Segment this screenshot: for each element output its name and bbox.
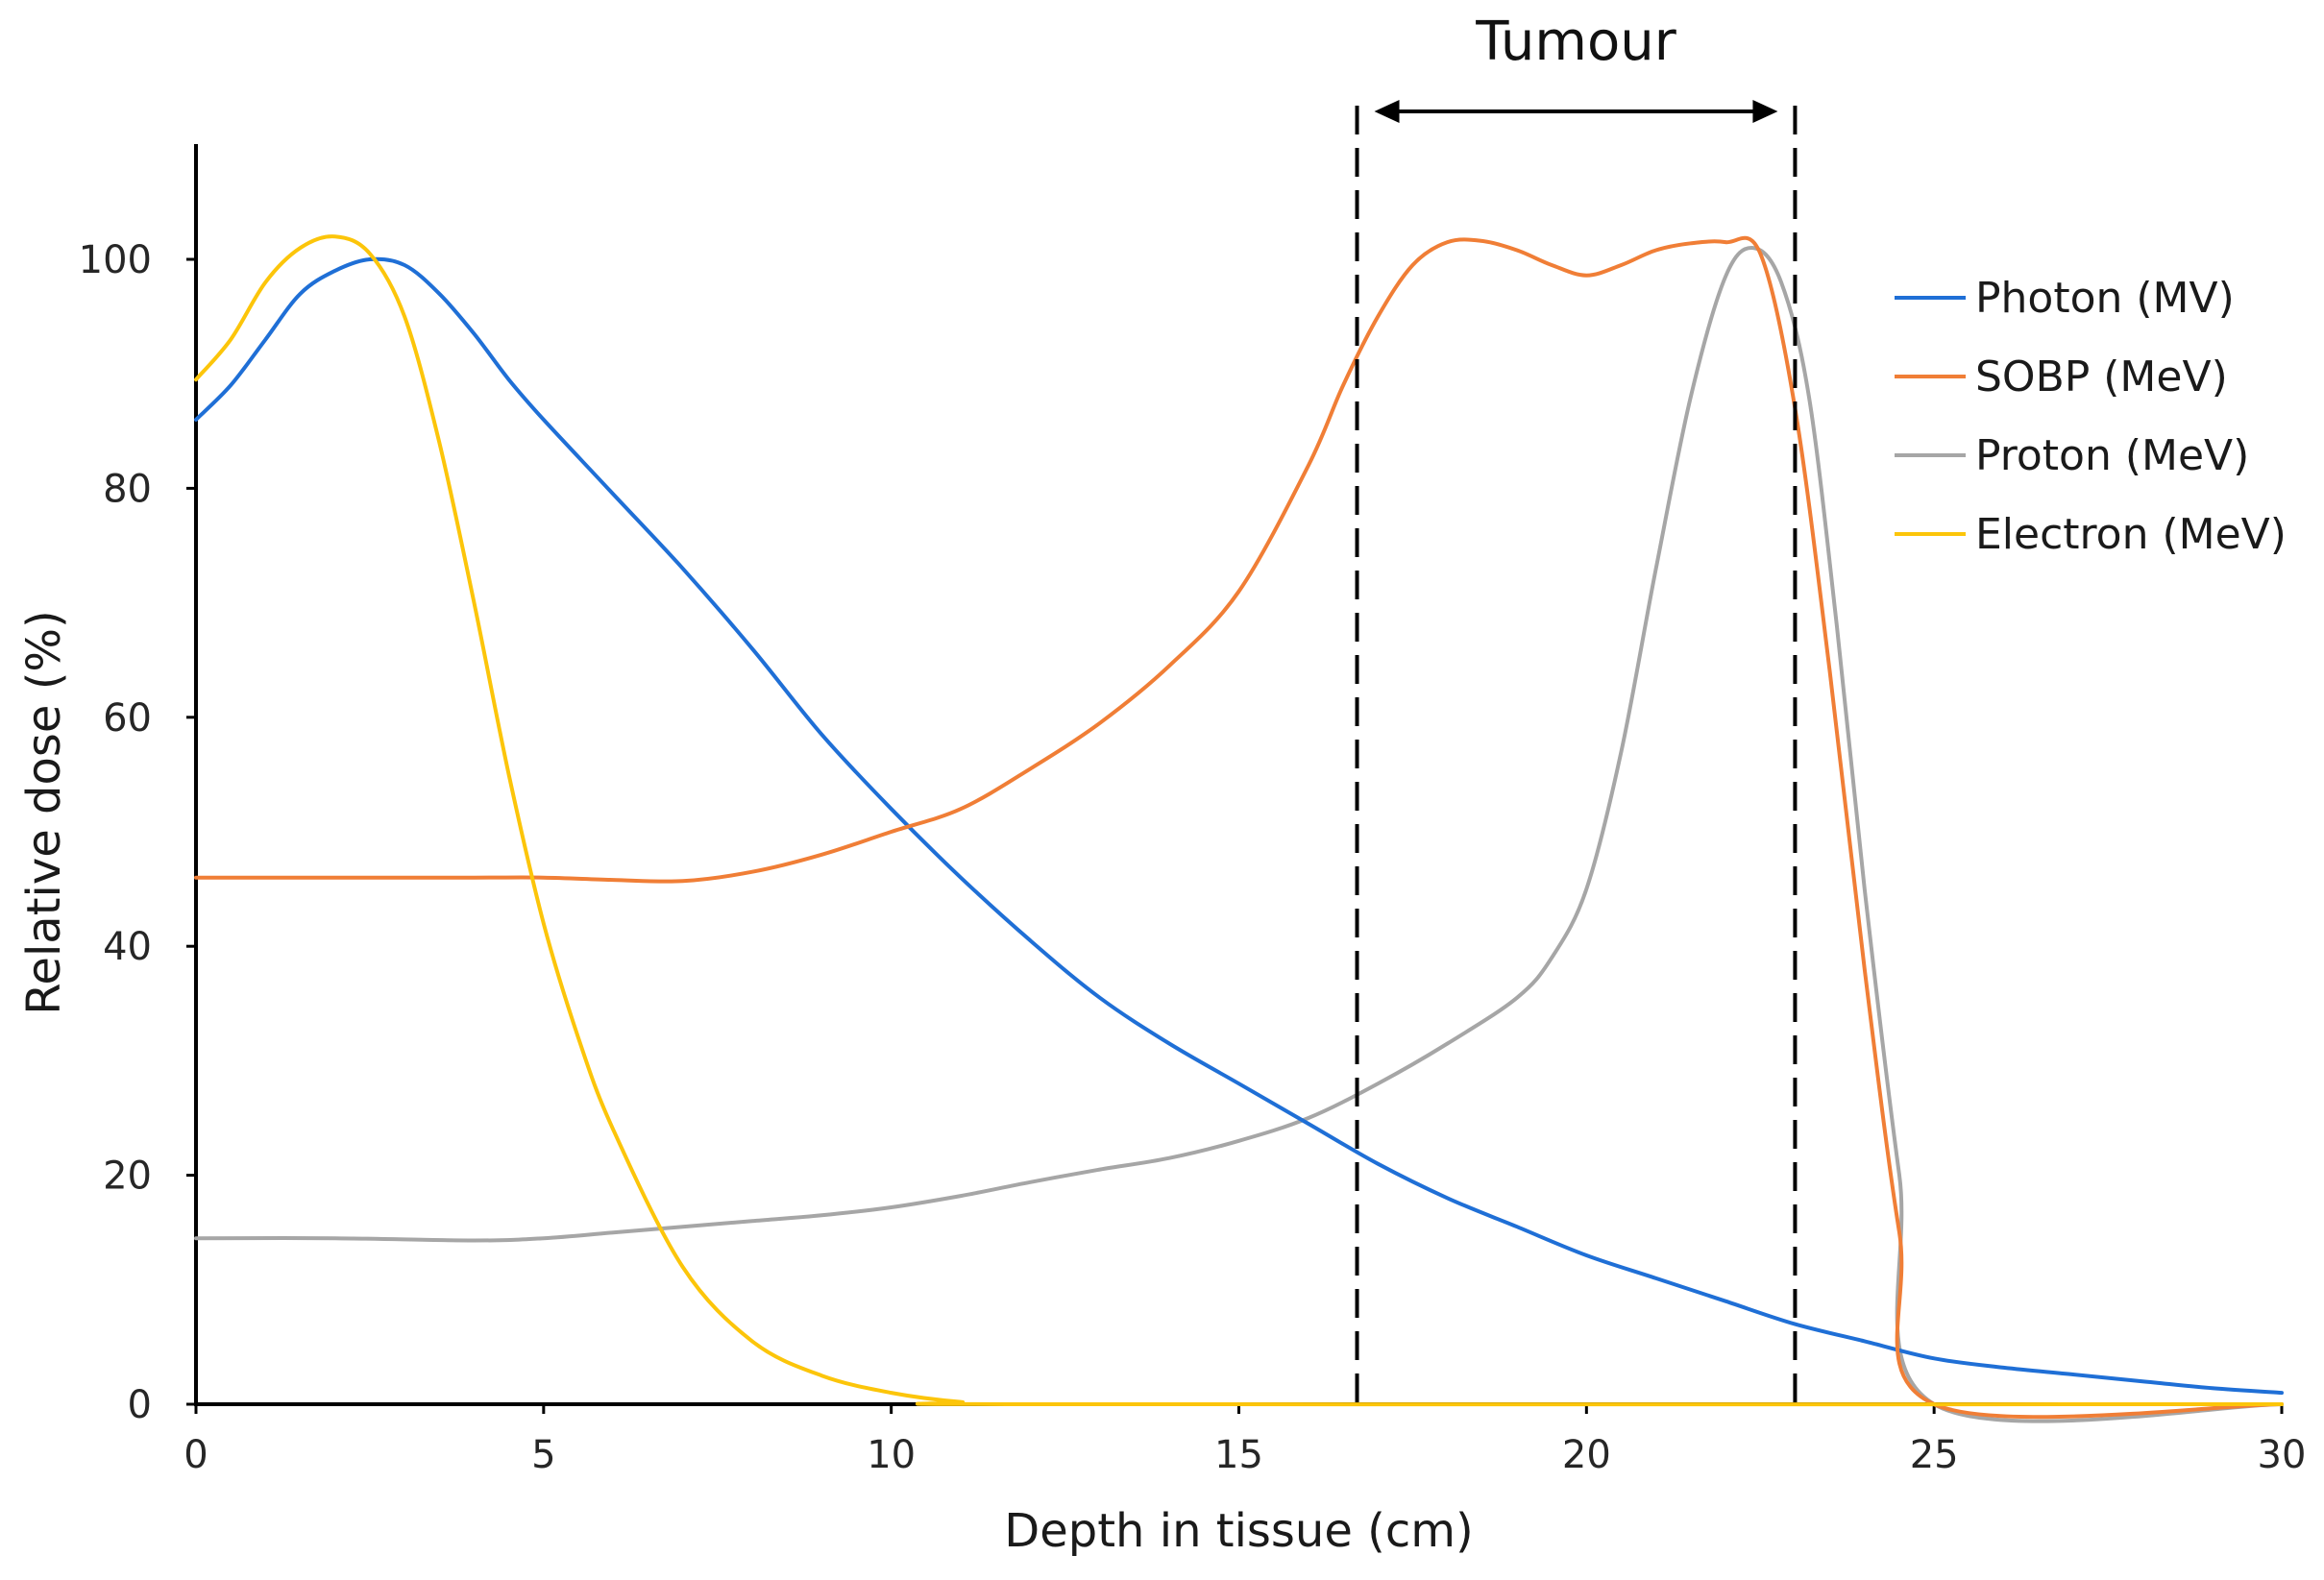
x-tick-label: 15 [1214,1433,1263,1477]
series-line-proton-mev [194,246,2284,1423]
y-tick-label: 80 [103,467,152,511]
legend-label: Proton (MeV) [1975,431,2249,480]
tumour-arrow-left-head [1374,100,1400,123]
tumour-label: Tumour [1475,11,1677,73]
legend-label: Photon (MV) [1975,274,2235,323]
x-tick-label: 10 [867,1433,916,1477]
tumour-arrow-right-head [1752,100,1778,123]
chart-marks: 0 20 40 60 80 100 0 5 10 15 20 25 30 Depth in tissue … [17,11,2306,1558]
x-tick-label: 0 [183,1433,208,1477]
y-tick-label: 40 [103,925,152,969]
x-tick-label: 5 [531,1433,555,1477]
y-tick-label: 60 [103,696,152,741]
y-tick-label: 20 [103,1155,152,1199]
x-tick-label: 30 [2258,1433,2307,1477]
y-tick-label: 100 [79,238,152,282]
y-tick-label: 0 [128,1383,152,1427]
series-line-photon-mv [194,256,2284,1396]
x-axis-title: Depth in tissue (cm) [1004,1504,1473,1558]
series-line-electron-mev [194,234,2284,1407]
x-tick-label: 25 [1910,1433,1959,1477]
y-axis-title: Relative dose (%) [17,610,71,1015]
x-tick-label: 20 [1562,1433,1611,1477]
legend-label: SOBP (MeV) [1975,352,2228,401]
series-line-sobp-mev [194,235,2284,1420]
legend-label: Electron (MeV) [1975,510,2287,559]
